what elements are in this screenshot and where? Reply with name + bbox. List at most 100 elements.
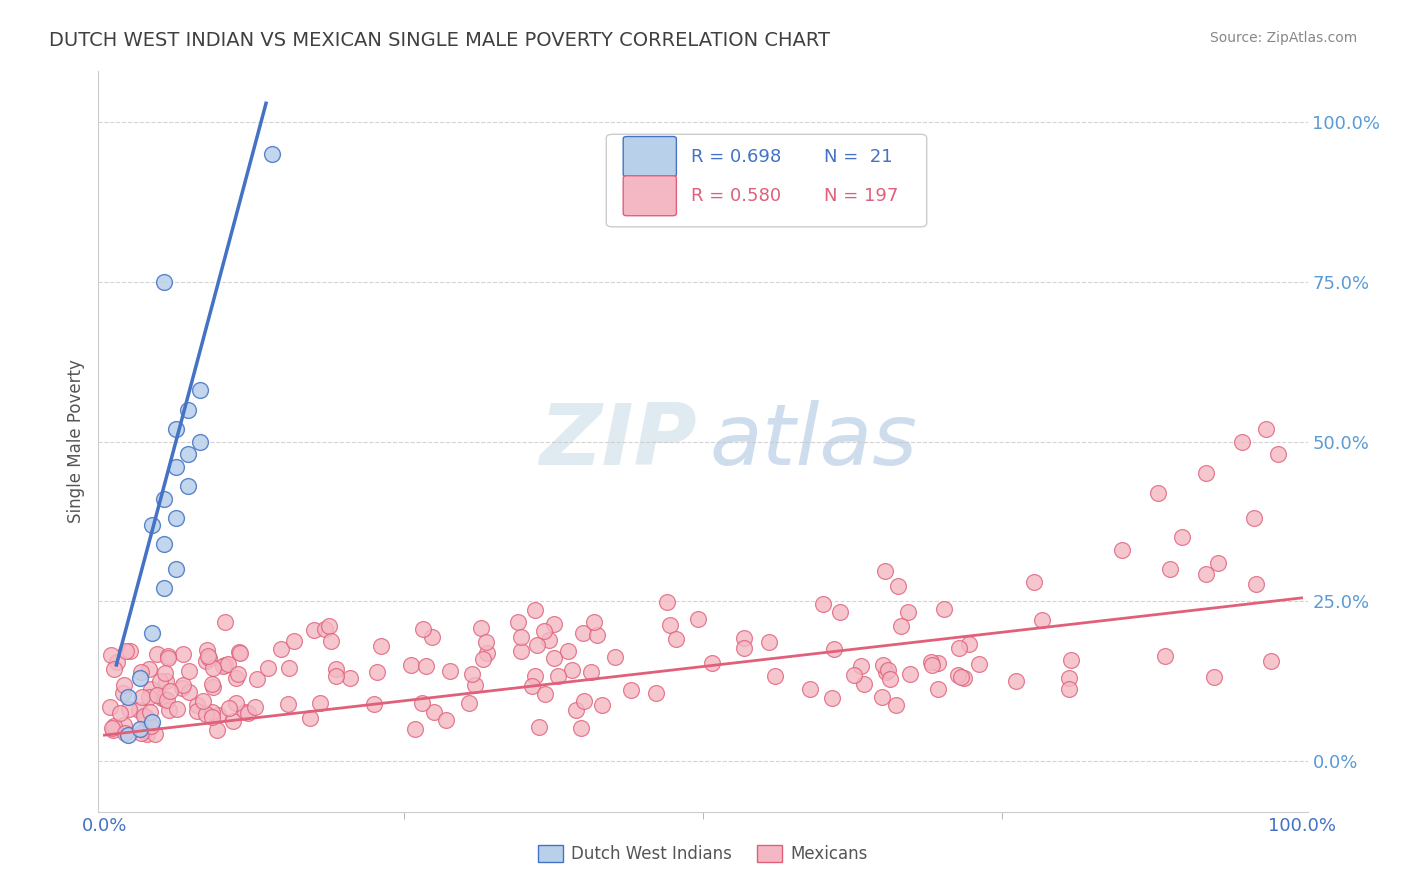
Point bbox=[131, 690, 153, 705]
Point bbox=[100, 648, 122, 663]
Point bbox=[325, 669, 347, 683]
Point bbox=[533, 624, 555, 639]
Point bbox=[153, 491, 176, 506]
Point bbox=[420, 630, 443, 644]
Point bbox=[149, 673, 172, 688]
Point bbox=[363, 697, 385, 711]
Point bbox=[1022, 575, 1045, 590]
Point bbox=[191, 694, 214, 708]
Point bbox=[439, 664, 461, 678]
Point bbox=[411, 696, 433, 710]
Point bbox=[165, 511, 187, 525]
Point bbox=[214, 657, 236, 672]
Point bbox=[927, 656, 949, 670]
Point bbox=[165, 422, 187, 436]
Point bbox=[197, 649, 219, 664]
Point bbox=[103, 661, 125, 675]
Text: atlas: atlas bbox=[709, 400, 917, 483]
FancyBboxPatch shape bbox=[623, 176, 676, 216]
Point bbox=[1267, 447, 1289, 461]
Point bbox=[1243, 511, 1265, 525]
Point bbox=[129, 671, 152, 685]
Point bbox=[195, 707, 218, 722]
Point bbox=[302, 624, 325, 638]
Point bbox=[194, 654, 217, 668]
Point bbox=[543, 651, 565, 665]
Point bbox=[579, 665, 602, 680]
Point bbox=[758, 635, 780, 649]
Point bbox=[564, 703, 586, 717]
Point bbox=[1171, 530, 1194, 544]
Point bbox=[475, 646, 498, 660]
Point bbox=[270, 642, 292, 657]
Point bbox=[228, 645, 250, 659]
Point bbox=[177, 447, 200, 461]
Point bbox=[135, 710, 157, 724]
Point bbox=[138, 690, 160, 704]
Point bbox=[132, 709, 155, 723]
Point bbox=[260, 147, 283, 161]
Point bbox=[1031, 613, 1053, 627]
Point bbox=[1057, 682, 1080, 697]
Text: R = 0.580: R = 0.580 bbox=[690, 186, 782, 205]
Point bbox=[1060, 653, 1083, 667]
Point bbox=[202, 661, 225, 675]
Point bbox=[1254, 422, 1277, 436]
Point bbox=[201, 705, 224, 719]
Point bbox=[557, 644, 579, 658]
Point bbox=[186, 698, 208, 713]
Point bbox=[229, 646, 252, 660]
Point bbox=[114, 725, 136, 739]
Point bbox=[574, 694, 596, 708]
Point bbox=[118, 702, 141, 716]
Point bbox=[146, 688, 169, 702]
Point bbox=[141, 517, 163, 532]
Point bbox=[309, 696, 332, 710]
Point bbox=[967, 657, 990, 672]
Point bbox=[105, 655, 128, 669]
Legend: Dutch West Indians, Mexicans: Dutch West Indians, Mexicans bbox=[531, 838, 875, 870]
Text: R = 0.698: R = 0.698 bbox=[690, 147, 782, 166]
Point bbox=[875, 665, 897, 679]
Point bbox=[813, 597, 835, 611]
Point bbox=[1206, 556, 1229, 570]
Point bbox=[510, 644, 533, 658]
Point bbox=[157, 703, 180, 717]
Point bbox=[141, 682, 163, 697]
Point bbox=[157, 651, 180, 665]
Point bbox=[136, 727, 159, 741]
Point bbox=[155, 674, 177, 689]
Point bbox=[131, 665, 153, 680]
Point bbox=[172, 681, 194, 695]
Point bbox=[103, 719, 125, 733]
Point bbox=[134, 723, 156, 737]
Point bbox=[153, 692, 176, 706]
Point bbox=[458, 696, 481, 710]
Point bbox=[842, 668, 865, 682]
Point bbox=[277, 661, 299, 675]
Y-axis label: Single Male Poverty: Single Male Poverty bbox=[66, 359, 84, 524]
Point bbox=[700, 656, 723, 670]
Point bbox=[243, 699, 266, 714]
Point bbox=[657, 595, 679, 609]
Point bbox=[897, 606, 920, 620]
Point bbox=[412, 622, 434, 636]
Point bbox=[228, 666, 250, 681]
Point bbox=[217, 657, 239, 672]
Point bbox=[688, 612, 710, 626]
FancyBboxPatch shape bbox=[623, 136, 676, 177]
Point bbox=[117, 728, 139, 742]
Point bbox=[434, 713, 457, 727]
Point bbox=[948, 641, 970, 656]
Text: Source: ZipAtlas.com: Source: ZipAtlas.com bbox=[1209, 31, 1357, 45]
Point bbox=[172, 648, 194, 662]
Point bbox=[645, 685, 668, 699]
Point bbox=[177, 664, 200, 678]
Point bbox=[218, 701, 240, 715]
Point bbox=[799, 681, 821, 696]
Point bbox=[526, 638, 548, 652]
Point bbox=[159, 683, 181, 698]
Point bbox=[876, 663, 898, 677]
Point bbox=[534, 687, 557, 701]
Point bbox=[188, 434, 211, 449]
